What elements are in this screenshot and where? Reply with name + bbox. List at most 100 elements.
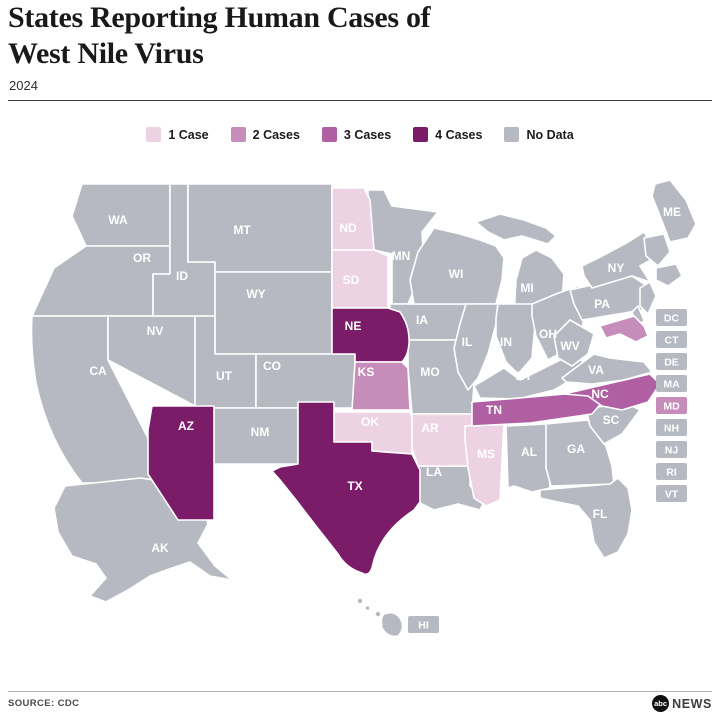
state-north-carolina: [563, 373, 661, 411]
label-nebraska: NE: [345, 319, 362, 333]
label-north-dakota: ND: [339, 221, 357, 235]
label-texas: TX: [347, 479, 362, 493]
source-credit: SOURCE: CDC: [8, 698, 80, 709]
label-tennessee: TN: [486, 403, 502, 417]
state-vermont-new-hampshire: [643, 233, 671, 267]
small-state-box-DC: [656, 309, 687, 326]
label-indiana: IN: [500, 335, 512, 349]
small-state-box-MA: [656, 375, 687, 392]
state-virginia: [561, 353, 653, 385]
legend-swatch-3: [321, 127, 337, 142]
state-massachusetts-connecticut-rhode-island: [655, 263, 683, 287]
legend-swatch-none: [504, 127, 520, 142]
label-louisiana: LA: [426, 465, 442, 479]
label-wisconsin: WI: [449, 267, 464, 281]
label-georgia: GA: [567, 442, 585, 456]
header-divider: [8, 100, 712, 101]
state-montana: [187, 183, 333, 273]
hawaii-box: [408, 616, 439, 633]
small-state-box-label-MA: MA: [663, 379, 680, 391]
label-california: CA: [89, 364, 107, 378]
subtitle-year: 2024: [9, 78, 38, 93]
legend-swatch-2: [230, 127, 246, 142]
small-state-box-label-DC: DC: [664, 313, 680, 325]
state-mississippi: [464, 422, 505, 507]
small-state-box-NJ: [656, 441, 687, 458]
small-state-box-MD: [656, 397, 687, 414]
small-state-box-label-DE: DE: [664, 357, 679, 369]
small-state-boxes: DC CT DE MA MD NH NJ RI VT: [656, 309, 687, 502]
state-south-dakota: [331, 249, 389, 309]
label-south-carolina: SC: [603, 413, 620, 427]
state-hawaii-big-island: [380, 611, 404, 638]
label-north-carolina: NC: [591, 387, 609, 401]
small-state-box-NH: [656, 419, 687, 436]
legend: 1 Case 2 Cases 3 Cases 4 Cases No Data: [0, 127, 720, 142]
state-maryland: [599, 315, 649, 343]
news-wordmark: NEWS: [672, 696, 712, 711]
label-south-dakota: SD: [343, 273, 360, 287]
label-utah: UT: [216, 369, 233, 383]
small-state-box-CT: [656, 331, 687, 348]
label-virginia: VA: [588, 363, 604, 377]
small-state-box-label-VT: VT: [665, 489, 679, 501]
hawaii-label-box: HI: [408, 616, 439, 633]
legend-label-none: No Data: [526, 127, 574, 142]
label-kentucky: KY: [516, 369, 533, 383]
state-nebraska: [331, 307, 410, 363]
case-states: [147, 187, 661, 576]
label-wyoming: WY: [246, 287, 265, 301]
state-texas: [271, 401, 421, 576]
title-line-1: States Reporting Human Cases of: [8, 1, 431, 34]
abc-news-logo: abc NEWS: [652, 695, 712, 712]
legend-swatch-1: [146, 127, 162, 142]
label-arizona: AZ: [178, 419, 194, 433]
state-michigan-up: [475, 213, 557, 245]
legend-label-4: 4 Cases: [435, 127, 483, 142]
state-arizona: [147, 405, 215, 521]
label-pennsylvania: PA: [594, 297, 610, 311]
label-mississippi: MS: [477, 447, 495, 461]
abc-logo-icon: abc: [652, 695, 670, 712]
small-state-box-label-RI: RI: [666, 467, 677, 479]
legend-item-3: 3 Cases: [321, 127, 392, 142]
label-kansas: KS: [358, 365, 375, 379]
legend-item-2: 2 Cases: [230, 127, 300, 142]
label-iowa: IA: [416, 313, 428, 327]
small-state-box-label-NJ: NJ: [665, 445, 679, 457]
state-labels: WA OR CA NV ID MT WY UT CO NM AZ ND SD N…: [89, 205, 681, 555]
label-montana: MT: [233, 223, 251, 237]
label-illinois: IL: [462, 335, 473, 349]
state-north-dakota: [331, 187, 375, 251]
label-minnesota: MN: [392, 249, 411, 263]
small-state-box-label-CT: CT: [665, 335, 680, 347]
state-hawaii-island-2: [364, 604, 371, 612]
footer-divider: [8, 691, 712, 692]
state-west-virginia: [553, 319, 595, 367]
label-maine: ME: [663, 205, 681, 219]
state-hawaii-island-3: [374, 610, 382, 618]
label-oklahoma: OK: [361, 415, 379, 429]
label-west-virginia: WV: [560, 339, 579, 353]
label-alabama: AL: [521, 445, 537, 459]
label-colorado: CO: [263, 359, 281, 373]
label-oregon: OR: [133, 251, 151, 265]
label-missouri: MO: [420, 365, 439, 379]
state-new-jersey: [639, 281, 657, 315]
page-title: States Reporting Human Cases of West Nil…: [8, 0, 431, 72]
state-wisconsin: [409, 227, 505, 305]
small-state-box-VT: [656, 485, 687, 502]
state-kansas: [351, 361, 411, 411]
state-maine: [651, 179, 697, 243]
small-state-box-DE: [656, 353, 687, 370]
state-hawaii-island-1: [356, 597, 364, 605]
label-nevada: NV: [147, 324, 164, 338]
legend-item-4: 4 Cases: [413, 127, 482, 142]
us-map: WA OR CA NV ID MT WY UT CO NM AZ ND SD N…: [10, 168, 710, 668]
label-new-york: NY: [608, 261, 625, 275]
legend-label-2: 2 Cases: [252, 127, 300, 142]
legend-label-3: 3 Cases: [343, 127, 392, 142]
small-state-box-RI: [656, 463, 687, 480]
state-florida: [539, 477, 633, 559]
legend-swatch-4: [413, 127, 429, 142]
